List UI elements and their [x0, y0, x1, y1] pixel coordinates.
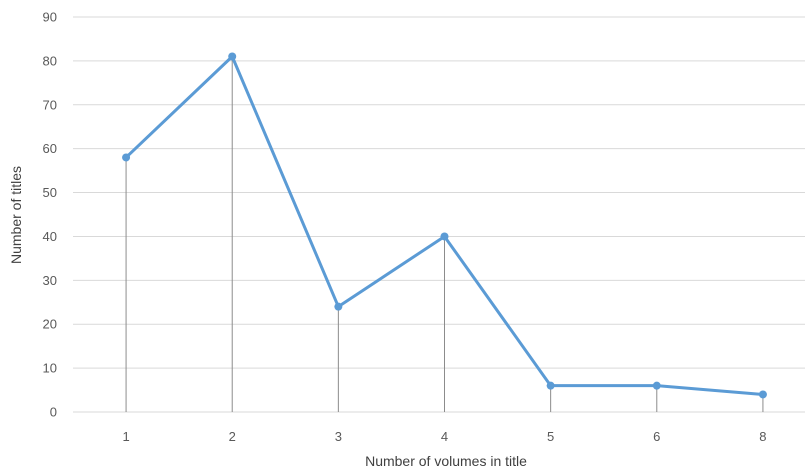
x-tick-label: 6	[653, 429, 660, 444]
x-tick-label: 2	[229, 429, 236, 444]
y-tick-label: 70	[43, 97, 57, 112]
data-point-2	[228, 52, 237, 61]
y-axis-title: Number of titles	[8, 166, 24, 264]
y-tick-label: 90	[43, 10, 57, 25]
x-tick-label: 4	[441, 429, 448, 444]
x-axis-title: Number of volumes in title	[365, 453, 527, 469]
y-tick-label: 0	[50, 405, 57, 420]
data-point-5	[546, 381, 555, 390]
drop-lines	[125, 56, 764, 412]
y-tick-label: 20	[43, 317, 57, 332]
y-tick-label: 10	[43, 361, 57, 376]
data-point-8	[758, 390, 767, 399]
x-tick-label: 1	[122, 429, 129, 444]
x-tick-label: 5	[547, 429, 554, 444]
data-point-3	[334, 302, 343, 311]
data-point-1	[122, 153, 131, 162]
y-tick-label: 40	[43, 229, 57, 244]
gridlines	[73, 16, 805, 413]
y-tick-label: 30	[43, 273, 57, 288]
x-tick-labels: 1 2 3 4 5 6 8	[122, 429, 766, 444]
x-tick-label: 3	[335, 429, 342, 444]
data-points	[122, 52, 767, 399]
data-point-4	[440, 232, 449, 241]
y-tick-labels: 0 10 20 30 40 50 60 70 80 90	[43, 10, 57, 420]
y-tick-label: 60	[43, 141, 57, 156]
x-tick-label: 8	[759, 429, 766, 444]
data-point-6	[652, 381, 661, 390]
y-tick-label: 50	[43, 185, 57, 200]
y-tick-label: 80	[43, 53, 57, 68]
